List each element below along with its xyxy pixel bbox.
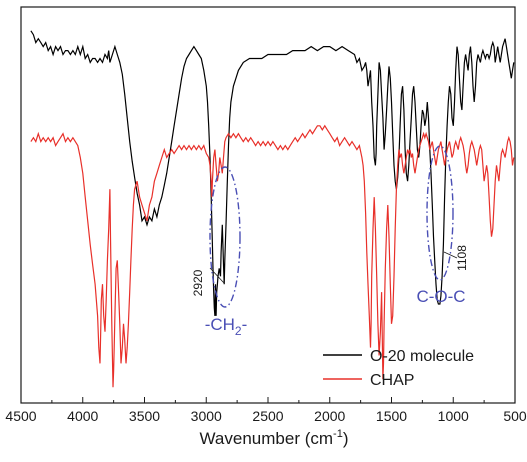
legend-label-chap: CHAP xyxy=(370,372,414,389)
x-tick-label-1000: 1000 xyxy=(438,408,469,424)
x-tick-label-2500: 2500 xyxy=(252,408,283,424)
coc-highlight-ellipse xyxy=(426,145,454,281)
ch2-highlight-ellipse xyxy=(209,166,241,308)
x-tick-label-3500: 3500 xyxy=(129,408,160,424)
annotation-1108: 1108 xyxy=(455,245,469,271)
plot-frame xyxy=(20,6,516,404)
x-axis-ticks: 4500 4000 3500 3000 2500 2000 1500 1000 500 xyxy=(5,397,527,424)
x-tick-label-4500: 4500 xyxy=(5,408,36,424)
series-line-o20 xyxy=(30,30,515,316)
annotation-2920: 2920 xyxy=(191,269,205,296)
annotation-coc: C-O-C xyxy=(416,287,465,306)
annotation-ch2: -CH2- xyxy=(205,315,248,338)
x-tick-label-4000: 4000 xyxy=(67,408,98,424)
series-line-chap xyxy=(30,124,515,388)
legend-label-o20: O-20 molecule xyxy=(370,348,474,365)
x-tick-label-2000: 2000 xyxy=(314,408,345,424)
x-axis-title: Wavenumber (cm-1) xyxy=(200,428,349,448)
x-tick-label-1500: 1500 xyxy=(376,408,407,424)
coc-leader-line xyxy=(443,251,458,259)
ch2-leader-line xyxy=(209,267,225,284)
x-tick-label-500: 500 xyxy=(503,408,527,424)
x-tick-label-3000: 3000 xyxy=(191,408,222,424)
legend: O-20 molecule CHAP xyxy=(323,348,474,389)
